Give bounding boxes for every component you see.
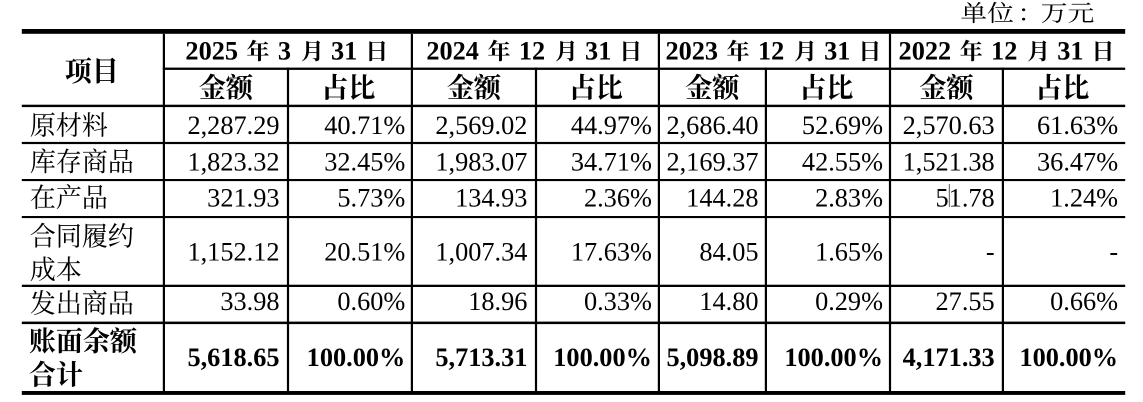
svg-text:17.63%: 17.63%	[571, 237, 652, 266]
svg-text:2.83%: 2.83%	[815, 183, 883, 212]
svg-text:5,713.31: 5,713.31	[435, 343, 527, 372]
svg-text:18.96: 18.96	[468, 287, 527, 316]
svg-text:100.00%: 100.00%	[553, 343, 652, 372]
svg-text:5.73%: 5.73%	[337, 183, 405, 212]
svg-text:4,171.33: 4,171.33	[903, 343, 995, 372]
svg-text:1,007.34: 1,007.34	[435, 237, 527, 266]
svg-text:1,152.12: 1,152.12	[187, 237, 279, 266]
svg-text:31: 31	[1057, 36, 1083, 65]
svg-text:2,169.37: 2,169.37	[666, 148, 758, 177]
svg-text:27.55: 27.55	[936, 287, 995, 316]
svg-text:42.55%: 42.55%	[802, 148, 883, 177]
svg-text:1,823.32: 1,823.32	[187, 148, 279, 177]
svg-text:134.93: 134.93	[455, 183, 527, 212]
svg-text:0.66%: 0.66%	[1050, 287, 1118, 316]
svg-text:2024: 2024	[426, 36, 479, 65]
svg-text:2025: 2025	[185, 36, 238, 65]
svg-text:31: 31	[331, 36, 357, 65]
svg-text:36.47%: 36.47%	[1037, 148, 1118, 177]
svg-text:20.51%: 20.51%	[324, 237, 405, 266]
svg-text:0.29%: 0.29%	[815, 287, 883, 316]
svg-text:3: 3	[278, 36, 291, 65]
svg-text:100.00%: 100.00%	[307, 343, 406, 372]
svg-text:14.80: 14.80	[699, 287, 758, 316]
svg-text:-: -	[986, 237, 995, 266]
svg-text:5,098.89: 5,098.89	[666, 343, 758, 372]
svg-text:2023: 2023	[665, 36, 718, 65]
svg-text:2022: 2022	[899, 36, 952, 65]
svg-text:5,618.65: 5,618.65	[187, 343, 279, 372]
svg-text:2,570.63: 2,570.63	[903, 111, 995, 140]
svg-text:1.65%: 1.65%	[815, 237, 883, 266]
svg-text:100.00%: 100.00%	[1019, 343, 1118, 372]
svg-text:2,569.02: 2,569.02	[435, 111, 527, 140]
svg-text:84.05: 84.05	[699, 237, 758, 266]
svg-text:100.00%: 100.00%	[784, 343, 883, 372]
svg-text:0.33%: 0.33%	[584, 287, 652, 316]
svg-text:12: 12	[758, 36, 784, 65]
svg-text:1,983.07: 1,983.07	[435, 148, 527, 177]
svg-text:2.36%: 2.36%	[584, 183, 652, 212]
svg-text:31: 31	[585, 36, 611, 65]
svg-text:33.98: 33.98	[220, 287, 279, 316]
svg-text:52.69%: 52.69%	[802, 111, 883, 140]
svg-text:-: -	[1109, 237, 1118, 266]
svg-text:12: 12	[519, 36, 545, 65]
svg-text:31: 31	[824, 36, 850, 65]
svg-text:321.93: 321.93	[207, 183, 279, 212]
svg-text:1,521.38: 1,521.38	[903, 148, 995, 177]
svg-text:61.63%: 61.63%	[1037, 111, 1118, 140]
svg-text:0.60%: 0.60%	[337, 287, 405, 316]
svg-text:34.71%: 34.71%	[571, 148, 652, 177]
svg-text:44.97%: 44.97%	[571, 111, 652, 140]
svg-text:32.45%: 32.45%	[324, 148, 405, 177]
svg-text:2,686.40: 2,686.40	[666, 111, 758, 140]
svg-text:40.71%: 40.71%	[324, 111, 405, 140]
svg-text:51.78: 51.78	[936, 183, 995, 212]
svg-text:144.28: 144.28	[686, 183, 758, 212]
svg-text:12: 12	[991, 36, 1017, 65]
svg-text:1.24%: 1.24%	[1050, 183, 1118, 212]
svg-text:2,287.29: 2,287.29	[187, 111, 279, 140]
